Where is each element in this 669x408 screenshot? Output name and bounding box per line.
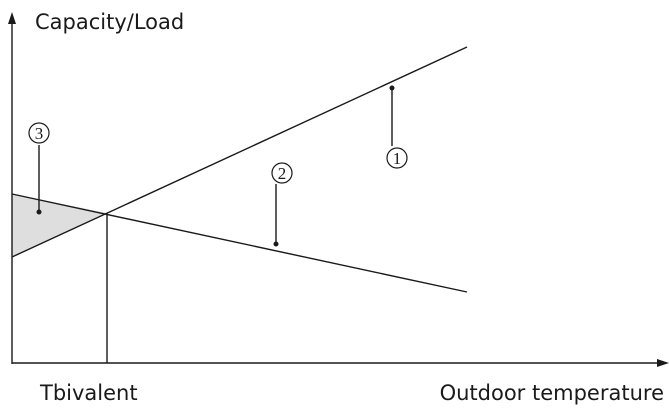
load-line xyxy=(11,193,468,293)
y-axis-arrow xyxy=(8,12,16,24)
x-axis-label: Outdoor temperature xyxy=(440,381,664,405)
shaded-area xyxy=(12,194,107,257)
leader-dot xyxy=(273,241,279,247)
marker-circle xyxy=(271,162,293,184)
marker: 1 xyxy=(393,149,402,168)
x-axis-arrow xyxy=(657,359,669,367)
leader-dot xyxy=(36,209,42,215)
y-axis-label: Capacity/Load xyxy=(35,10,184,34)
marker-circle xyxy=(28,122,50,144)
leader-dot xyxy=(389,85,395,91)
capacity-line xyxy=(11,46,468,258)
bivalent-label: Tbivalent xyxy=(39,381,138,405)
marker: 3 xyxy=(35,124,44,143)
marker: 2 xyxy=(278,164,287,183)
marker-circle xyxy=(386,147,408,169)
